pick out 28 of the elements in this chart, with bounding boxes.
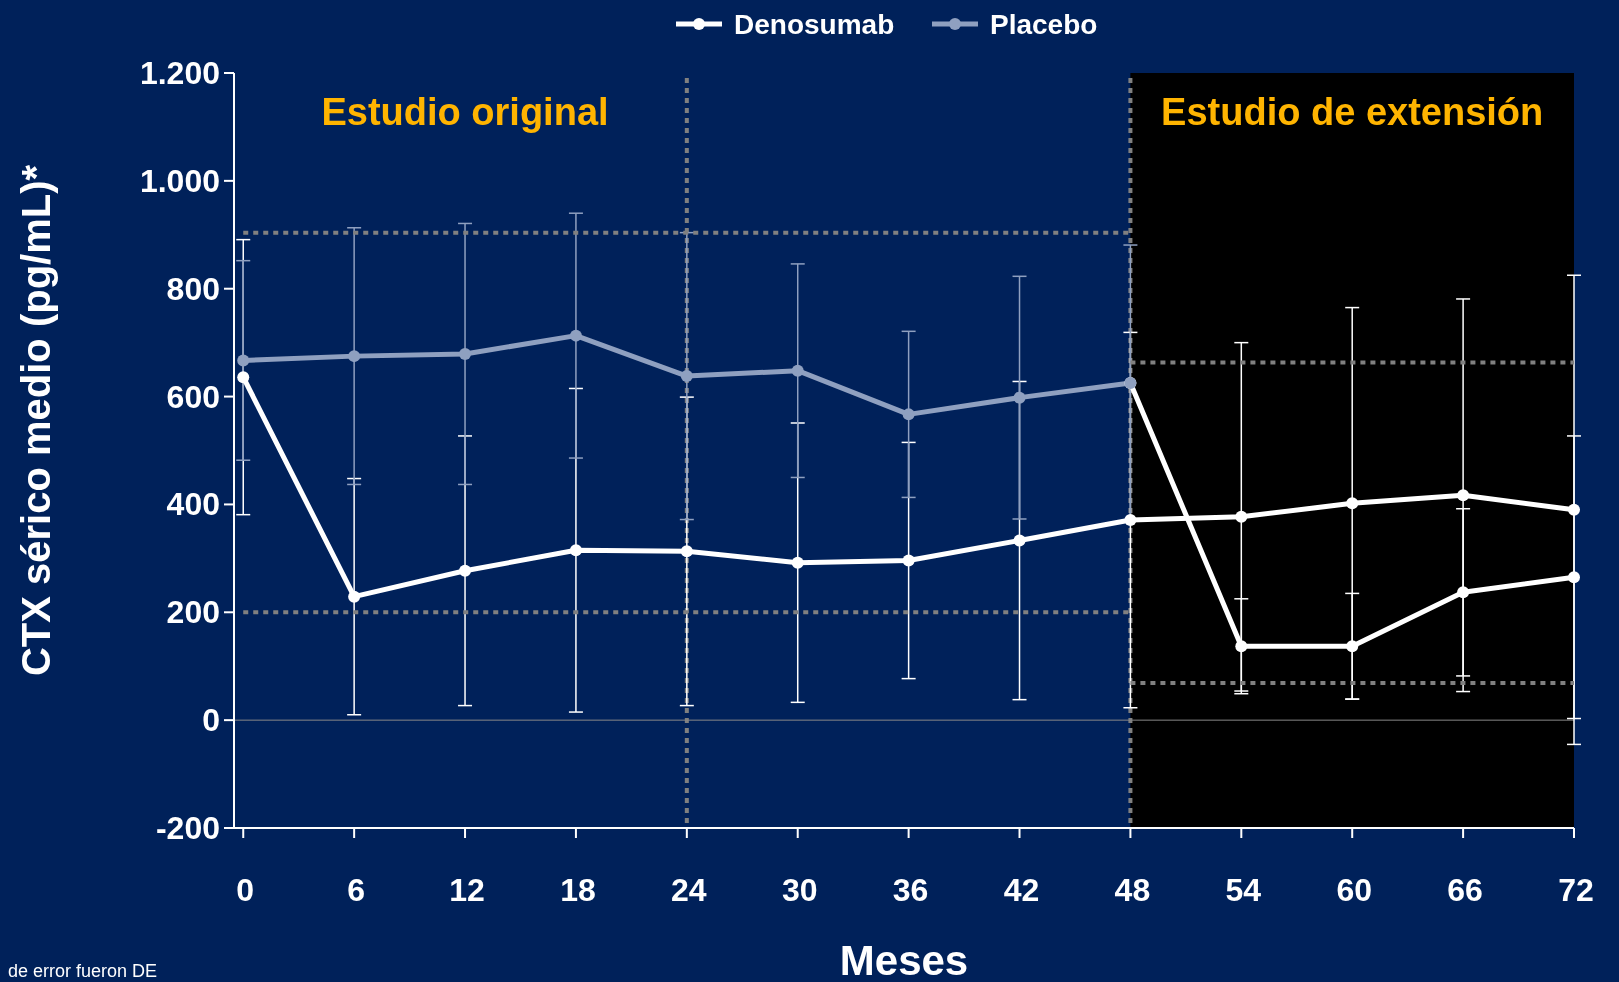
x-tick-label: 36 (892, 872, 929, 908)
y-tick-label: 400 (166, 486, 220, 523)
x-tick-label: 72 (1558, 872, 1594, 908)
x-tick-label: 66 (1447, 872, 1483, 908)
x-tick-label: 12 (449, 872, 485, 908)
y-tick-label: 1.200 (139, 55, 220, 91)
y-tick-label: 1.000 (139, 162, 220, 199)
x-tick-label: 0 (236, 872, 255, 908)
x-tick-label: 30 (781, 872, 818, 908)
legend-label: Denosumab (734, 8, 895, 40)
x-tick-label: 60 (1336, 872, 1372, 908)
legend-label: Placebo (990, 8, 1098, 40)
x-tick-label: 6 (347, 872, 366, 908)
y-tick-label: -200 (155, 810, 220, 846)
y-tick-label: 200 (166, 594, 220, 631)
annotation: Estudio original (321, 91, 609, 133)
y-tick-label: 800 (166, 270, 220, 307)
x-tick-label: 24 (671, 872, 707, 908)
x-tick-label: 18 (560, 872, 596, 908)
x-axis-title: Meses (839, 937, 969, 982)
band-label: Estudio de extensión (1161, 91, 1544, 133)
y-tick-label: 600 (166, 378, 220, 415)
x-tick-label: 54 (1225, 872, 1262, 908)
y-tick-label: 0 (202, 702, 220, 739)
x-tick-label: 48 (1114, 872, 1151, 908)
y-axis-title: CTX sérico medio (pg/mL)* (14, 164, 58, 677)
text: de error fueron DE (8, 961, 158, 981)
x-tick-label: 42 (1003, 872, 1040, 908)
